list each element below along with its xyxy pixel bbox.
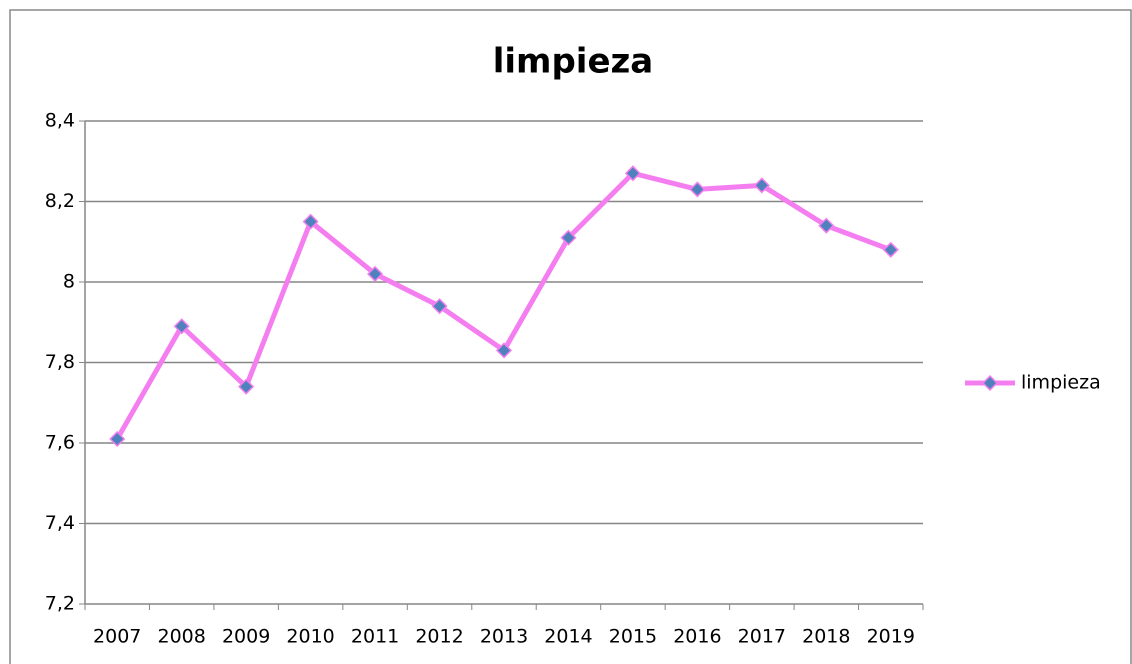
x-tick-label: 2010 <box>286 626 334 648</box>
x-tick-label: 2015 <box>609 626 657 648</box>
x-tick-label: 2013 <box>480 626 528 648</box>
x-tick-label: 2007 <box>93 626 141 648</box>
legend-marker <box>981 374 999 392</box>
marker <box>560 229 577 246</box>
marker <box>238 378 255 395</box>
marker <box>624 165 641 182</box>
y-tick-label: 8,4 <box>45 110 75 132</box>
y-tick-label: 7,4 <box>45 512 75 534</box>
x-tick-label: 2016 <box>673 626 721 648</box>
chart-title: limpieza <box>493 42 654 82</box>
y-tick-label: 7,6 <box>45 432 75 454</box>
x-tick-label: 2008 <box>158 626 206 648</box>
x-tick-label: 2012 <box>415 626 463 648</box>
x-tick-label: 2014 <box>544 626 592 648</box>
y-tick-label: 7,2 <box>45 593 75 615</box>
x-tick-label: 2011 <box>351 626 399 648</box>
marker <box>753 177 770 194</box>
marker <box>173 318 190 335</box>
marker <box>818 217 835 234</box>
y-tick-label: 8 <box>63 271 75 293</box>
y-tick-label: 8,2 <box>45 190 75 212</box>
marker <box>302 213 319 230</box>
x-tick-label: 2017 <box>738 626 786 648</box>
chart-border <box>9 9 1132 664</box>
x-tick-label: 2019 <box>867 626 915 648</box>
legend-label: limpieza <box>1021 372 1101 394</box>
marker <box>495 342 513 359</box>
marker <box>109 430 126 448</box>
marker <box>882 241 899 258</box>
x-tick-label: 2009 <box>222 626 270 648</box>
x-tick-label: 2018 <box>802 626 850 648</box>
marker <box>689 181 706 198</box>
y-tick-label: 7,8 <box>45 351 75 373</box>
marker <box>431 298 448 315</box>
marker <box>367 265 384 283</box>
